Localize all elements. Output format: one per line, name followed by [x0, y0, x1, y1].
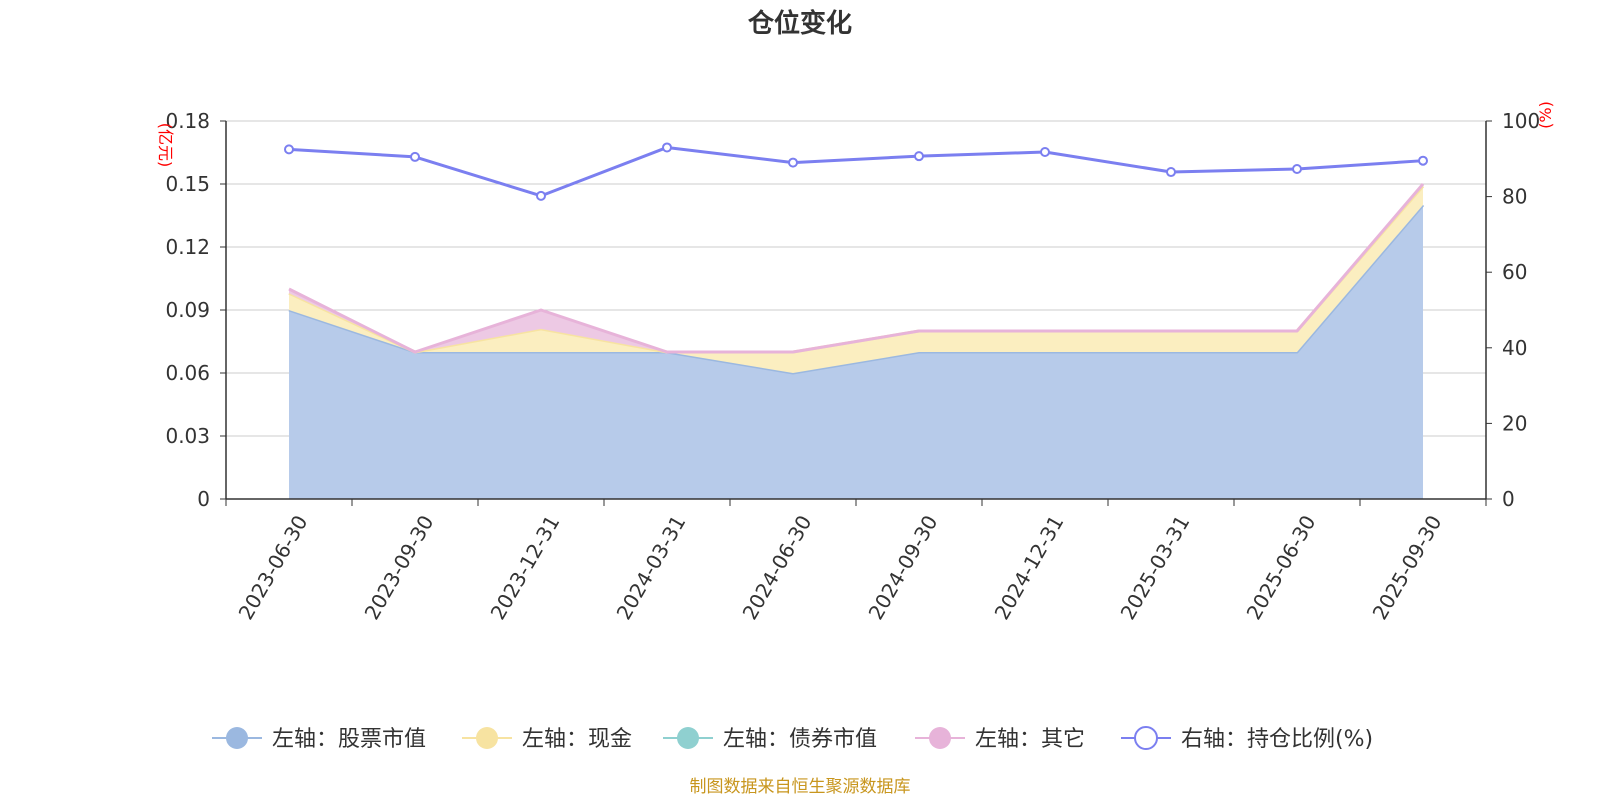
right-axis-tick-label: 20	[1502, 411, 1527, 435]
legend-label-4: 右轴：持仓比例(%)	[1181, 727, 1373, 752]
ratio-point	[914, 151, 924, 162]
left-axis-tick-label: 0.15	[165, 172, 210, 196]
area-line-3	[288, 183, 1425, 354]
legend-marker-2	[677, 727, 699, 749]
left-axis-tick-label: 0.12	[165, 235, 210, 259]
legend-marker-0	[226, 727, 248, 749]
legend: 左轴：股票市值 左轴：现金 左轴：债券市值 左轴：其它 右轴：持仓比例(%)	[212, 726, 1373, 752]
right-axis-tick-label: 80	[1502, 185, 1527, 209]
x-axis-tick-label: 2024-12-31	[990, 511, 1069, 624]
x-axis-tick-label: 2024-06-30	[738, 511, 817, 624]
legend-label-3: 左轴：其它	[975, 727, 1085, 752]
ratio-point	[284, 144, 294, 155]
x-axis-tick-label: 2024-09-30	[864, 511, 943, 624]
data-source-note: 制图数据来自恒生聚源数据库	[690, 777, 911, 797]
x-axis-tick-label: 2023-12-31	[486, 511, 565, 624]
ratio-point	[410, 151, 420, 162]
chart-title: 仓位变化	[747, 8, 852, 39]
left-axis-tick-label: 0	[197, 487, 210, 511]
legend-marker-3	[929, 727, 951, 749]
x-axis-tick-label: 2025-06-30	[1242, 511, 1321, 624]
right-axis-tick-label: 60	[1502, 260, 1527, 284]
legend-label-1: 左轴：现金	[522, 727, 632, 752]
left-axis-tick-label: 0.03	[165, 424, 210, 448]
area-0	[289, 205, 1423, 499]
area-layer	[288, 183, 1425, 499]
left-axis-unit: (亿元)	[156, 123, 175, 168]
x-axis-tick-label: 2024-03-31	[612, 511, 691, 624]
legend-label-0: 左轴：股票市值	[272, 727, 426, 752]
area-line-1	[288, 185, 1425, 354]
ratio-point	[1292, 164, 1302, 175]
ratio-point	[1040, 146, 1050, 157]
x-axis-tick-label: 2025-09-30	[1368, 511, 1447, 624]
right-axis-tick-label: 40	[1502, 336, 1527, 360]
x-axis-tick-label: 2025-03-31	[1116, 511, 1195, 624]
ratio-line	[288, 145, 1424, 198]
x-axis-tick-label: 2023-09-30	[360, 511, 439, 624]
x-axis-tick-label: 2023-06-30	[234, 511, 313, 624]
ratio-point	[662, 142, 672, 153]
legend-marker-1	[476, 727, 498, 749]
right-axis-tick-label: 100	[1502, 109, 1540, 133]
line-layer	[284, 142, 1428, 201]
legend-marker-4	[1134, 726, 1158, 750]
legend-label-2: 左轴：债券市值	[723, 727, 877, 752]
left-axis-tick-label: 0.18	[165, 109, 210, 133]
ratio-point	[1166, 167, 1176, 178]
right-axis-unit: (%)	[1536, 101, 1555, 129]
left-axis-tick-label: 0.09	[165, 298, 210, 322]
ratio-point	[1418, 155, 1428, 166]
left-axis-tick-label: 0.06	[165, 361, 210, 385]
ratio-point	[536, 190, 546, 201]
right-axis-tick-label: 0	[1502, 487, 1515, 511]
area-3	[289, 184, 1423, 352]
ratio-point	[788, 157, 798, 168]
